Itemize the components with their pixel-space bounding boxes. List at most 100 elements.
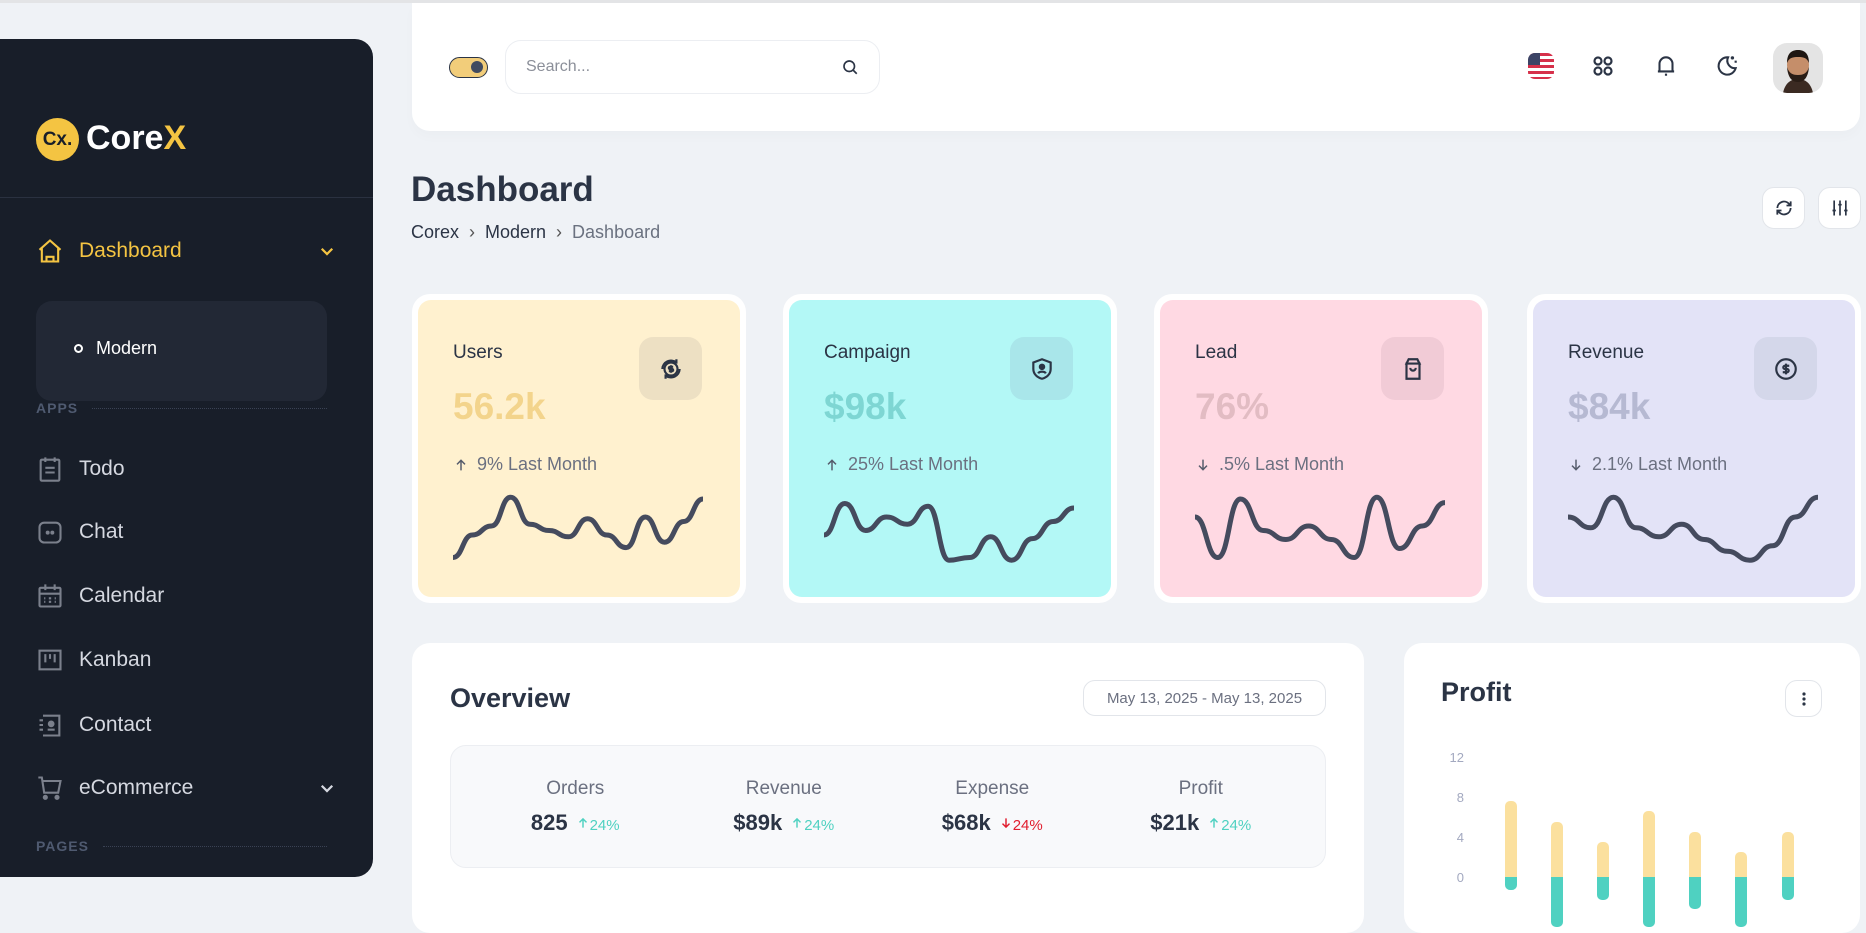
stat-card-users: Users 56.2k 9% Last Month [412, 294, 746, 603]
stat-label: Revenue [1568, 342, 1645, 363]
calendar-icon [38, 584, 62, 608]
more-options-button[interactable] [1785, 680, 1822, 717]
sidebar-item-chat[interactable]: Chat [36, 512, 336, 552]
us-flag-icon[interactable] [1526, 51, 1556, 81]
sparkline [453, 494, 703, 560]
overview-stat-expense: Expense $68k 24% [888, 746, 1097, 867]
overview-stat-value: 825 [530, 809, 568, 835]
sparkline [1568, 494, 1818, 563]
overview-stats: Orders 825 24% Revenue $89k 24% Expense $6… [450, 745, 1326, 868]
logo-mark[interactable]: Cx. [36, 118, 79, 161]
chevron-right-icon: › [556, 222, 563, 242]
moon-icon[interactable] [1712, 51, 1742, 81]
stat-label: Users [453, 342, 503, 363]
search-icon[interactable] [841, 58, 859, 76]
stat-label: Campaign [824, 342, 911, 363]
overview-stat-value: $21k [1150, 809, 1200, 835]
profit-bar-negative-cap [1782, 877, 1794, 883]
profit-bar-negative-cap [1643, 877, 1655, 883]
todo-icon [39, 457, 61, 482]
arrow-up-icon [1210, 817, 1219, 828]
sidebar-item-contact[interactable]: Contact [36, 705, 336, 745]
stat-trend: 9% Last Month [453, 454, 597, 475]
sparkline-path [1195, 494, 1445, 561]
overview-card: Overview May 13, 2025 - May 13, 2025 Ord… [412, 643, 1364, 933]
overview-stat-value: $89k [733, 809, 783, 835]
window-top-border [0, 0, 1866, 3]
breadcrumb-item[interactable]: Modern [485, 222, 547, 242]
arrow-down-icon [1571, 459, 1581, 471]
chevron-down-icon[interactable] [318, 242, 336, 260]
sidebar-item-label: Calendar [79, 584, 165, 607]
profit-bar-positive [1505, 801, 1517, 883]
logo-text[interactable]: CoreX [86, 119, 186, 158]
dollar-circle-icon [1754, 337, 1817, 400]
chat-icon [38, 521, 62, 544]
overview-stat-profit: Profit $21k 24% [1097, 746, 1306, 867]
sidebar-item-label: Contact [79, 713, 152, 736]
sidebar-item-calendar[interactable]: Calendar [36, 576, 336, 616]
sidebar-item-label: eCommerce [79, 776, 194, 799]
sidebar-item-label: Todo [79, 457, 125, 480]
overview-stat-change: 24% [999, 816, 1043, 834]
page-title: Dashboard [411, 170, 594, 209]
overview-stat-change: 24% [1207, 816, 1251, 834]
refresh-icon [1775, 200, 1792, 216]
sidebar-divider [0, 197, 373, 198]
stat-card-body: Users 56.2k 9% Last Month [418, 300, 740, 597]
sidebar-item-todo[interactable]: Todo [36, 449, 336, 489]
stat-trend-text: .5% Last Month [1219, 454, 1345, 474]
arrow-up-icon [456, 458, 466, 470]
sidebar-item-label: Chat [79, 520, 124, 543]
arrow-down-icon [1001, 817, 1010, 828]
stat-value: 76% [1195, 386, 1270, 427]
chevron-right-icon: › [469, 222, 476, 242]
sparkline [824, 500, 1074, 563]
profit-bar-positive [1597, 842, 1609, 883]
bell-icon[interactable] [1651, 51, 1681, 81]
stat-value: $98k [824, 386, 907, 427]
sidebar-item-dashboard[interactable]: Dashboard [36, 231, 336, 271]
stat-trend-text: 2.1% Last Month [1592, 454, 1728, 474]
profit-bar-positive [1551, 822, 1563, 883]
refresh-button[interactable] [1762, 187, 1805, 229]
stat-trend: .5% Last Month [1195, 454, 1344, 475]
sidebar-toggle[interactable] [449, 57, 488, 78]
sidebar-item-kanban[interactable]: Kanban [36, 640, 336, 680]
y-tick-label: 4 [1457, 830, 1464, 845]
search-input[interactable] [526, 58, 841, 76]
stat-value: $84k [1568, 386, 1651, 427]
filter-settings-button[interactable] [1818, 187, 1861, 229]
date-range-picker[interactable]: May 13, 2025 - May 13, 2025 [1083, 680, 1326, 716]
sidebar: Cx. CoreX Dashboard Modern APPS Todo Cha… [0, 39, 373, 877]
y-tick-label: 8 [1457, 790, 1464, 805]
y-tick-label: 0 [1457, 870, 1464, 885]
user-avatar[interactable] [1773, 43, 1823, 93]
overview-stat-revenue: Revenue $89k 24% [680, 746, 889, 867]
chevron-down-icon[interactable] [318, 779, 336, 797]
shopping-bag-icon [1381, 337, 1444, 400]
overview-stat-label: Expense [955, 777, 1030, 799]
submenu-item-modern[interactable]: Modern [74, 338, 157, 359]
apps-grid-icon[interactable] [1588, 51, 1618, 81]
stat-card-body: Campaign $98k 25% Last Month [789, 300, 1111, 597]
stat-trend: 2.1% Last Month [1568, 454, 1727, 475]
search-box [505, 40, 880, 94]
overview-title: Overview [450, 683, 571, 713]
profit-bar-positive [1735, 852, 1747, 883]
home-icon [38, 239, 62, 263]
logo-mark-text: Cx. [42, 128, 73, 150]
stat-card-campaign: Campaign $98k 25% Last Month [783, 294, 1117, 603]
bullet-icon [74, 344, 83, 353]
profit-bar-positive [1689, 832, 1701, 883]
breadcrumb-item[interactable]: Corex [411, 222, 460, 242]
overview-stat-change: 24% [790, 816, 834, 834]
arrow-up-icon [827, 458, 837, 470]
contact-icon [39, 714, 61, 737]
top-header [412, 3, 1860, 131]
sidebar-item-ecommerce[interactable]: eCommerce [36, 768, 336, 808]
sidebar-item-label: Kanban [79, 648, 152, 671]
shield-user-icon [1010, 337, 1073, 400]
profit-bar-negative [1689, 877, 1701, 909]
sparkline-path [453, 494, 703, 560]
